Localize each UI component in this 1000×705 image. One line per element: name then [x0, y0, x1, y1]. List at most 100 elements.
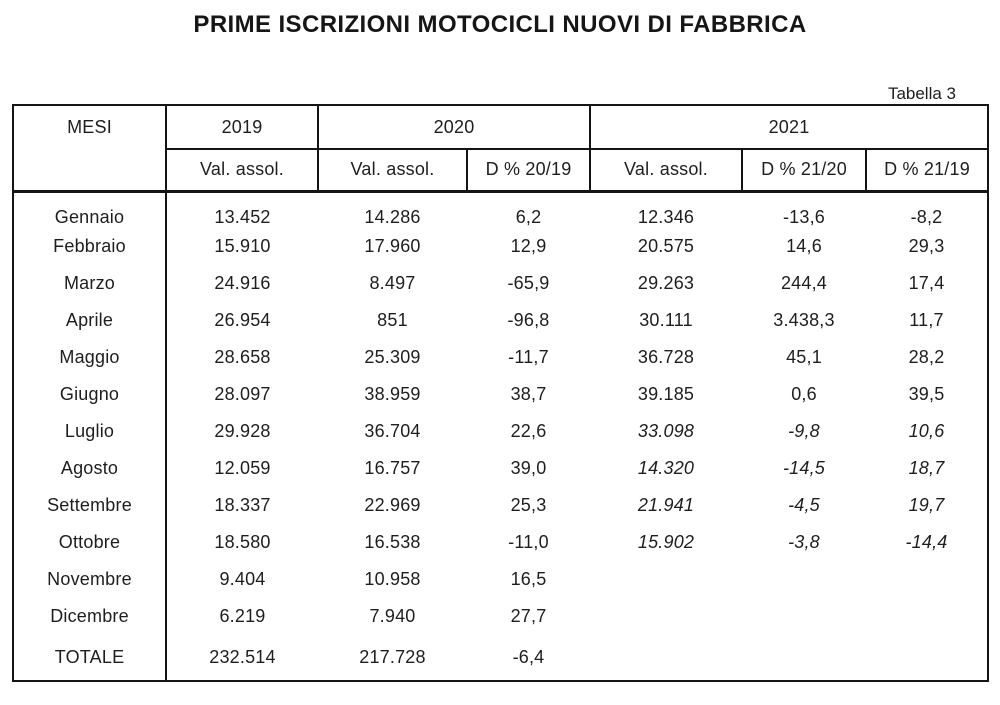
value-cell: 29,3	[908, 236, 945, 256]
value-cell: 0,6	[791, 384, 817, 404]
value-cell	[742, 561, 866, 598]
table-row: Gennaio 13.452 14.286 6,2 12.346 -13,6 -…	[13, 191, 988, 228]
value-cell: 851	[377, 310, 408, 330]
value-cell: 29.263	[637, 273, 695, 293]
value-cell: 7.940	[369, 606, 416, 626]
month-cell: Maggio	[13, 339, 167, 376]
month-cell: Ottobre	[13, 524, 167, 561]
value-cell: 28,2	[908, 347, 945, 367]
value-cell: 38,7	[510, 384, 547, 404]
header-year-2020: 2020	[318, 105, 591, 150]
table-row: Febbraio 15.910 17.960 12,9 20.575 14,6 …	[13, 228, 988, 265]
value-cell: 30.111	[639, 310, 693, 330]
subheader-row: Val. assol. Val. assol. D % 20/19 Val. a…	[13, 149, 988, 193]
value-cell: -3,8	[788, 532, 820, 552]
value-cell: 17,4	[908, 273, 945, 293]
value-cell: 14.286	[364, 206, 421, 227]
value-cell: 17.960	[364, 236, 421, 256]
value-cell: 14.320	[637, 458, 695, 478]
value-cell	[590, 598, 742, 635]
value-cell: -65,9	[507, 273, 550, 293]
month-cell: Giugno	[13, 376, 167, 413]
month-cell: Febbraio	[13, 228, 167, 265]
table-row: Novembre 9.404 10.958 16,5	[13, 561, 988, 598]
month-cell: Dicembre	[13, 598, 167, 635]
month-cell: Novembre	[13, 561, 167, 598]
subheader-val-2019: Val. assol.	[166, 149, 319, 193]
value-cell: 28.658	[214, 347, 271, 367]
value-cell: 6,2	[515, 206, 542, 227]
table-header: MESI 2019 2020 2021 Val. assol. Val. ass…	[13, 105, 988, 193]
table-row: Aprile 26.954 851 -96,8 30.111 3.438,3 1…	[13, 302, 988, 339]
subheader-delta-2119: D % 21/19	[866, 149, 988, 193]
month-cell: Aprile	[13, 302, 167, 339]
value-cell	[866, 561, 988, 598]
value-cell: 19,7	[908, 495, 945, 515]
value-cell: 11,7	[909, 310, 944, 330]
value-cell: 8.497	[369, 273, 416, 293]
value-cell: 15.910	[214, 236, 271, 256]
value-cell: 18,7	[908, 458, 945, 478]
value-cell: -4,5	[788, 495, 820, 515]
subheader-delta-2019: D % 20/19	[467, 149, 591, 193]
value-cell: 29.928	[214, 421, 271, 441]
value-cell: 25,3	[510, 495, 547, 515]
value-cell: 27,7	[510, 606, 547, 626]
registrations-table: MESI 2019 2020 2021 Val. assol. Val. ass…	[12, 104, 989, 682]
value-cell: 9.404	[219, 569, 266, 589]
value-cell: 39,0	[510, 458, 547, 478]
value-cell: 16.538	[364, 532, 421, 552]
value-cell: 12.346	[637, 206, 695, 227]
value-cell	[866, 598, 988, 635]
value-cell: 22.969	[364, 495, 421, 515]
value-cell: 244,4	[780, 273, 828, 293]
table-row: Giugno 28.097 38.959 38,7 39.185 0,6 39,…	[13, 376, 988, 413]
value-cell: 25.309	[364, 347, 421, 367]
value-cell	[866, 635, 988, 681]
value-cell: -9,8	[788, 421, 820, 441]
value-cell: 10,6	[908, 421, 945, 441]
month-cell: Marzo	[13, 265, 167, 302]
value-cell: -6,4	[512, 647, 545, 667]
value-cell: 12,9	[510, 236, 547, 256]
value-cell: 36.728	[637, 347, 695, 367]
value-cell: 39,5	[908, 384, 945, 404]
month-cell: Gennaio	[13, 191, 167, 228]
subheader-val-2021: Val. assol.	[590, 149, 743, 193]
value-cell	[590, 561, 742, 598]
value-cell: 36.704	[364, 421, 421, 441]
value-cell: -11,7	[508, 347, 549, 367]
year-header-row: MESI 2019 2020 2021	[13, 105, 988, 193]
value-cell: 18.337	[214, 495, 271, 515]
value-cell: 22,6	[510, 421, 547, 441]
table-row: Maggio 28.658 25.309 -11,7 36.728 45,1 2…	[13, 339, 988, 376]
value-cell: 18.580	[214, 532, 271, 552]
header-year-2019: 2019	[166, 105, 319, 150]
value-cell: 6.219	[219, 606, 266, 626]
value-cell: 16,5	[510, 569, 547, 589]
value-cell: 38.959	[364, 384, 421, 404]
table-row: Luglio 29.928 36.704 22,6 33.098 -9,8 10…	[13, 413, 988, 450]
table-row: Agosto 12.059 16.757 39,0 14.320 -14,5 1…	[13, 450, 988, 487]
subheader-val-2020: Val. assol.	[318, 149, 468, 193]
value-cell: 3.438,3	[773, 310, 835, 330]
value-cell: 15.902	[637, 532, 695, 552]
totals-row: TOTALE 232.514 217.728 -6,4	[13, 635, 988, 681]
page-title: PRIME ISCRIZIONI MOTOCICLI NUOVI DI FABB…	[193, 11, 807, 38]
table-caption: Tabella 3	[887, 84, 956, 103]
month-cell: Luglio	[13, 413, 167, 450]
value-cell: 217.728	[359, 647, 426, 667]
value-cell: -8,2	[910, 206, 943, 227]
value-cell: 10.958	[364, 569, 421, 589]
value-cell: 232.514	[209, 647, 276, 667]
value-cell: -11,0	[508, 532, 549, 552]
month-cell: TOTALE	[13, 635, 167, 681]
table-row: Ottobre 18.580 16.538 -11,0 15.902 -3,8 …	[13, 524, 988, 561]
value-cell: 21.941	[637, 495, 695, 515]
value-cell: 14,6	[786, 236, 822, 256]
value-cell: 20.575	[637, 236, 695, 256]
value-cell: 28.097	[214, 384, 271, 404]
month-cell: Settembre	[13, 487, 167, 524]
table-body: Gennaio 13.452 14.286 6,2 12.346 -13,6 -…	[13, 191, 988, 681]
